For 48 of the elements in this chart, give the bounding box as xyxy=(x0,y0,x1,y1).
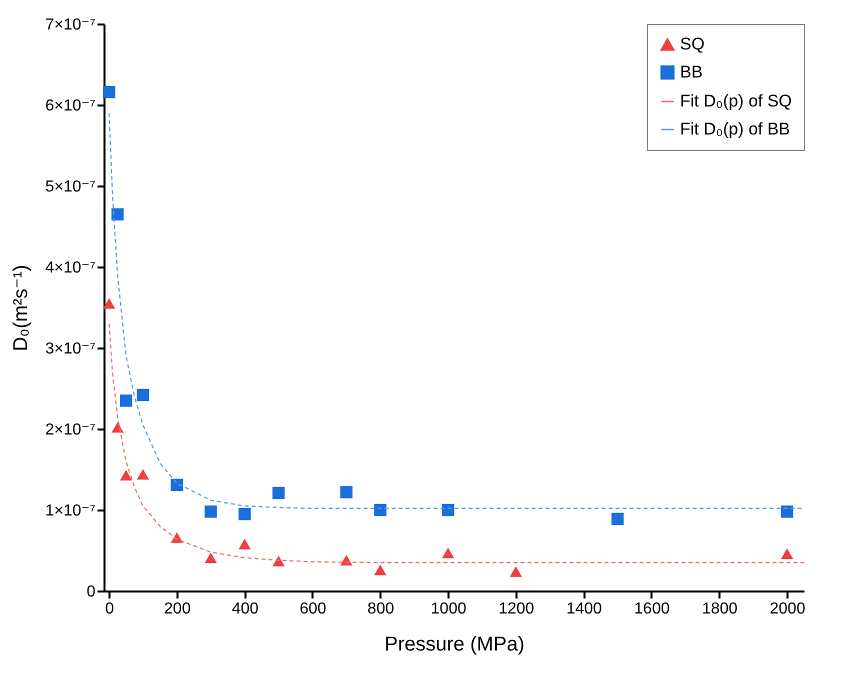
x-tick-label: 800 xyxy=(367,600,394,618)
x-tick-label: 1400 xyxy=(566,600,602,618)
x-tick-label: 2000 xyxy=(770,600,806,618)
point xyxy=(510,566,522,577)
x-tick-label: 1600 xyxy=(634,600,670,618)
legend-label: BB xyxy=(680,62,703,82)
x-tick-label: 400 xyxy=(232,600,259,618)
legend-label: Fit D₀(p) of SQ xyxy=(680,92,792,110)
y-tick-label: 2×10⁻⁷ xyxy=(45,422,96,438)
point xyxy=(238,508,251,520)
y-tick-label: 1×10⁻⁷ xyxy=(45,502,96,520)
point xyxy=(120,470,132,480)
x-tick-label: 1000 xyxy=(430,600,466,618)
y-axis-title: D₀(m²s⁻¹) xyxy=(10,264,32,352)
point xyxy=(102,298,116,309)
x-tick-label: 200 xyxy=(164,600,191,618)
point xyxy=(136,388,150,402)
y-tick-label: 3×10⁻⁷ xyxy=(45,340,96,358)
point xyxy=(170,478,184,492)
point xyxy=(442,548,454,558)
point xyxy=(238,538,251,550)
point xyxy=(611,512,624,526)
point xyxy=(780,548,794,560)
point xyxy=(136,469,150,480)
y-tick-label: 5×10⁻⁷ xyxy=(45,178,96,196)
point xyxy=(442,504,454,516)
x-axis-title: Pressure (MPa) xyxy=(384,634,525,656)
point xyxy=(120,394,132,407)
point xyxy=(102,86,116,98)
point xyxy=(272,556,285,566)
point xyxy=(374,564,386,576)
point xyxy=(340,486,352,498)
legend-label: SQ xyxy=(680,34,705,54)
y-tick-label: 7×10⁻⁷ xyxy=(45,16,96,34)
y-tick-label: 0 xyxy=(86,584,96,600)
point xyxy=(374,504,386,516)
point xyxy=(272,486,285,500)
x-tick-label: 1800 xyxy=(702,600,738,618)
y-tick-label: 6×10⁻⁷ xyxy=(45,98,96,114)
x-tick-label: 1200 xyxy=(498,600,534,618)
legend-label: Fit D₀(p) of BB xyxy=(680,120,790,138)
point xyxy=(111,208,124,220)
point xyxy=(204,552,217,564)
y-tick-label: 4×10⁻⁷ xyxy=(45,260,96,276)
x-tick-label: 600 xyxy=(300,600,326,618)
point xyxy=(204,505,217,518)
x-tick-label: 0 xyxy=(105,600,114,618)
point xyxy=(780,505,794,518)
